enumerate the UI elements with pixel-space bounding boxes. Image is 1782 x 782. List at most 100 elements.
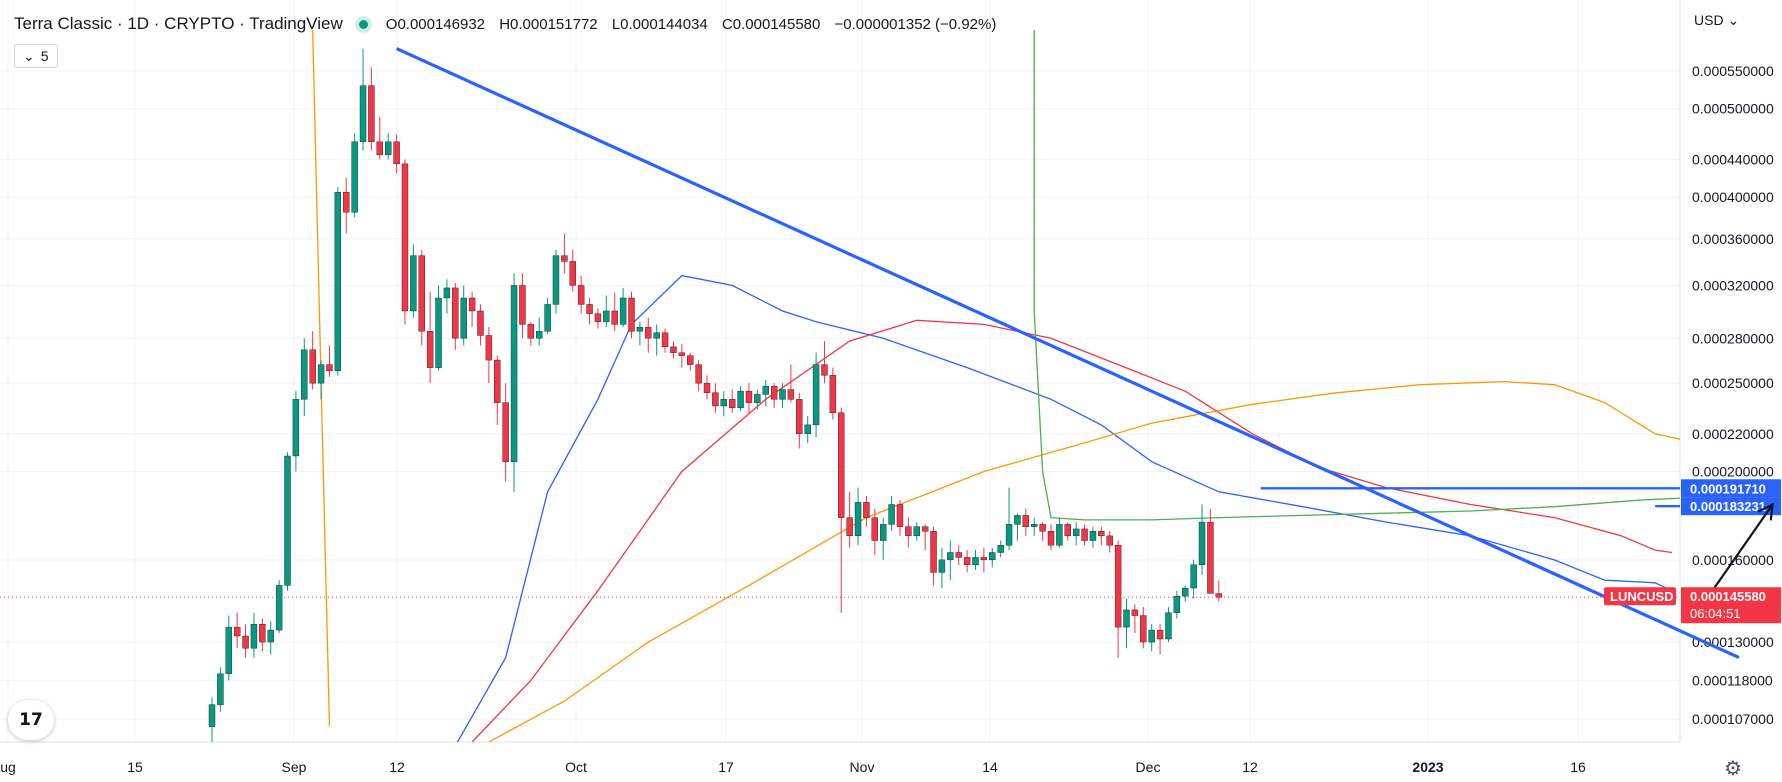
candle-body — [1056, 524, 1063, 546]
candle-body — [477, 310, 484, 336]
high-value: 0.000151772 — [510, 15, 598, 33]
candle-body — [854, 502, 862, 537]
y-tick-label: 0.000440000 — [1692, 151, 1774, 167]
candle-body — [947, 552, 954, 561]
candle-body — [233, 626, 241, 637]
candle-body — [1039, 524, 1046, 532]
candle-body — [468, 297, 476, 312]
x-tick-label: 17 — [718, 759, 734, 775]
gear-icon[interactable]: ⚙ — [1724, 758, 1742, 780]
candle-body — [1072, 528, 1080, 537]
candle-body — [384, 141, 392, 156]
candle-body — [812, 364, 820, 426]
candle-body — [913, 526, 920, 537]
ohlc-readout: O0.000146932 H0.000151772 L0.000144034 C… — [386, 16, 1007, 33]
candle-body — [519, 285, 526, 325]
candle-body — [838, 412, 845, 518]
candle-body — [284, 455, 291, 586]
x-tick-label: Oct — [565, 759, 587, 775]
candle-body — [317, 364, 325, 384]
candle-body — [536, 331, 543, 339]
candle-body — [1165, 612, 1172, 640]
candle-body — [401, 163, 409, 312]
candle-body — [426, 331, 434, 368]
moving-average-line — [488, 380, 1680, 742]
candle-body — [619, 297, 627, 325]
candle-body — [720, 399, 727, 407]
candle-body — [552, 255, 560, 305]
candle-body — [410, 255, 417, 312]
chevron-down-icon: ⌄ — [1727, 12, 1740, 28]
candle-body — [963, 557, 971, 566]
candle-body — [921, 526, 929, 532]
low-value: 0.000144034 — [620, 15, 708, 33]
indicators-collapse-button[interactable]: ⌄ 5 — [14, 44, 58, 68]
candle-body — [485, 335, 493, 361]
symbol-label: LUNCUSD — [1610, 589, 1674, 604]
candle-body — [787, 389, 795, 400]
indicator-count: 5 — [40, 48, 49, 64]
candle-body — [737, 390, 744, 408]
candle-body — [880, 524, 887, 541]
candle-body — [301, 349, 308, 400]
candle-body — [678, 352, 686, 356]
candle-body — [460, 297, 467, 339]
candle-body — [334, 191, 342, 371]
candle-body — [1140, 615, 1147, 643]
price-label-bg — [1681, 497, 1781, 516]
y-tick-label: 0.000320000 — [1692, 277, 1774, 293]
trendline — [395, 47, 1740, 660]
candle-body — [393, 141, 400, 165]
candle-body — [351, 141, 358, 213]
tradingview-logo-icon[interactable]: 𝟭𝟳 — [8, 700, 54, 740]
symbol-label-bg — [1604, 587, 1676, 606]
candle-body — [804, 424, 811, 434]
candle-body — [577, 285, 585, 305]
candle-body — [452, 287, 459, 339]
candle-body — [779, 389, 786, 400]
candle-body — [1156, 629, 1164, 640]
candle-body — [653, 332, 660, 339]
candle-body — [1207, 521, 1214, 594]
candle-body — [561, 255, 568, 262]
symbol-title[interactable]: Terra Classic · 1D · CRYPTO · TradingVie… — [14, 14, 343, 33]
candle-body — [989, 552, 996, 561]
candle-body — [435, 297, 442, 368]
candle-body — [712, 392, 719, 407]
candle-body — [1022, 515, 1030, 527]
candle-body — [326, 364, 333, 371]
candle-body — [972, 557, 979, 566]
moving-average-line — [471, 319, 1672, 742]
arrow-head — [1757, 502, 1774, 521]
candle-body — [670, 346, 677, 353]
candle-body — [292, 399, 300, 457]
candle-body — [888, 504, 895, 525]
candle-body — [544, 304, 551, 332]
candle-body — [1215, 593, 1223, 598]
candle-body — [594, 313, 602, 322]
candle-body — [359, 85, 367, 142]
x-tick-label: Nov — [850, 759, 875, 775]
candle-body — [1014, 515, 1021, 525]
candle-body — [1148, 629, 1155, 643]
currency-selector[interactable]: USD ⌄ — [1694, 12, 1739, 29]
candle-body — [645, 326, 652, 339]
market-status-icon[interactable] — [358, 19, 368, 29]
candle-body — [636, 326, 644, 332]
y-tick-label: 0.000280000 — [1692, 330, 1774, 346]
y-tick-label: 0.000118000 — [1692, 672, 1773, 688]
candle-body — [980, 557, 988, 561]
candle-body — [259, 623, 266, 643]
candle-body — [1064, 524, 1071, 537]
candle-body — [745, 390, 753, 403]
x-tick-label: 12 — [1242, 759, 1258, 775]
candle-body — [510, 285, 518, 462]
x-tick-label: 12 — [389, 759, 405, 775]
current-price-label-bg — [1681, 587, 1781, 624]
candle-body — [997, 545, 1004, 553]
moving-average-line — [456, 274, 1673, 742]
candle-body — [250, 623, 258, 649]
candle-body — [955, 552, 962, 558]
